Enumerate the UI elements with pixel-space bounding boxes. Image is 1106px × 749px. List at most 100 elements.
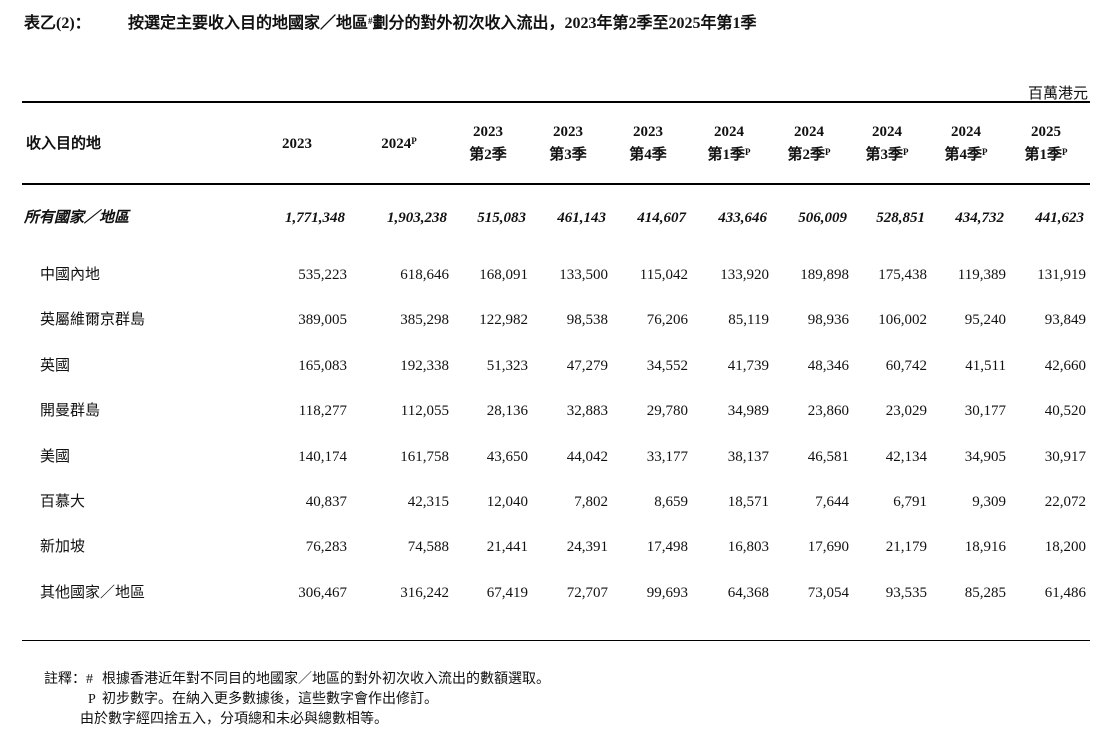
note-mark: P <box>88 692 96 707</box>
column-mark: P <box>745 147 751 157</box>
cell-value: 389,005 <box>298 312 347 329</box>
cell-value: 161,758 <box>400 448 449 465</box>
unit: 百萬港元 <box>1027 86 1088 102</box>
year-text: 2024 <box>381 136 412 152</box>
cell-value: 34,989 <box>727 403 769 420</box>
cell-value: 43,650 <box>486 448 528 465</box>
cell-value: 76,206 <box>646 312 688 329</box>
cell-value: 175,438 <box>878 267 927 283</box>
cell-value: 618,646 <box>400 267 449 283</box>
note-text: 由於數字經四捨五入，分項總和未必與總數相等。 <box>80 712 388 727</box>
column-year: 2023 <box>553 124 583 140</box>
quarter-text: 第4季 <box>944 147 982 163</box>
cell-value: 21,179 <box>885 539 927 556</box>
cell-value: 99,693 <box>646 584 688 601</box>
total-label: 所有國家／地區 <box>24 210 130 226</box>
cell-value: 118,277 <box>298 403 347 420</box>
cell-value: 30,917 <box>1044 448 1086 465</box>
cell-value: 40,837 <box>305 494 347 510</box>
cell-value: 133,920 <box>720 267 769 283</box>
rule <box>22 640 1090 641</box>
rule <box>22 183 1090 185</box>
cell-value: 47,279 <box>566 357 608 374</box>
column-year: 2023 <box>247 135 347 153</box>
cell-value: 385,298 <box>400 312 449 329</box>
cell-value: 23,029 <box>885 403 927 420</box>
cell-value: 115,042 <box>639 267 688 283</box>
title-text: 劃分的對外初次收入流出，2023年第2季至2025年第1季 <box>372 15 757 32</box>
cell-value: 32,883 <box>566 403 608 420</box>
cell-value: 23,860 <box>807 403 849 420</box>
cell-value: 106,002 <box>878 312 927 329</box>
cell-value: 133,500 <box>559 267 608 283</box>
rule <box>22 101 1090 103</box>
title-mark: # <box>368 16 373 26</box>
quarter-text: 第2季 <box>469 147 507 163</box>
title: 按選定主要收入目的地國家／地區#劃分的對外初次收入流出，2023年第2季至202… <box>128 15 757 33</box>
column-year: 2023 <box>633 124 663 140</box>
total-value: 461,143 <box>557 210 606 226</box>
cell-value: 44,042 <box>566 448 608 465</box>
cell-value: 168,091 <box>479 267 528 283</box>
cell-value: 33,177 <box>646 448 688 465</box>
column-quarter: 第1季P <box>1006 146 1086 164</box>
column-quarter: 第2季P <box>769 146 849 164</box>
column-quarter: 第4季 <box>608 146 688 164</box>
year-text: 2023 <box>282 136 312 152</box>
cell-value: 165,083 <box>298 357 347 374</box>
cell-value: 72,707 <box>566 584 608 601</box>
cell-value: 6,791 <box>893 494 927 510</box>
cell-value: 93,535 <box>885 584 927 601</box>
cell-value: 76,283 <box>305 539 347 556</box>
cell-value: 535,223 <box>298 267 347 283</box>
cell-value: 42,660 <box>1044 357 1086 374</box>
cell-value: 64,368 <box>727 584 769 601</box>
column-mark: P <box>411 136 417 146</box>
cell-value: 40,520 <box>1044 403 1086 420</box>
cell-value: 22,072 <box>1044 494 1086 510</box>
column-mark: P <box>1062 147 1068 157</box>
cell-value: 30,177 <box>964 403 1006 420</box>
column-year: 2024 <box>794 124 824 140</box>
cell-value: 122,982 <box>479 312 528 329</box>
total-value: 1,903,238 <box>387 210 447 226</box>
cell-value: 93,849 <box>1044 312 1086 329</box>
quarter-text: 第1季 <box>1024 147 1062 163</box>
cell-value: 8,659 <box>654 494 688 510</box>
cell-value: 17,690 <box>807 539 849 556</box>
cell-value: 85,285 <box>964 584 1006 601</box>
column-year: 2024 <box>872 124 902 140</box>
cell-value: 46,581 <box>807 448 849 465</box>
cell-value: 28,136 <box>486 403 528 420</box>
cell-value: 18,916 <box>964 539 1006 556</box>
row-header: 收入目的地 <box>26 136 102 152</box>
cell-value: 73,054 <box>807 584 849 601</box>
total-value: 434,732 <box>955 210 1004 226</box>
cell-value: 51,323 <box>486 357 528 374</box>
column-year: 2024P <box>349 135 449 153</box>
cell-value: 12,040 <box>486 494 528 510</box>
quarter-text: 第3季 <box>865 147 903 163</box>
cell-value: 112,055 <box>400 403 449 420</box>
cell-value: 189,898 <box>800 267 849 283</box>
cell-value: 48,346 <box>807 357 849 374</box>
row-label: 英國 <box>40 357 71 374</box>
total-value: 506,009 <box>798 210 847 226</box>
cell-value: 9,309 <box>972 494 1006 510</box>
column-year: 2023 <box>473 124 503 140</box>
quarter-text: 第2季 <box>787 147 825 163</box>
cell-value: 41,739 <box>727 357 769 374</box>
cell-value: 192,338 <box>400 357 449 374</box>
cell-value: 67,419 <box>486 584 528 601</box>
cell-value: 42,315 <box>407 494 449 510</box>
column-year: 2025 <box>1031 124 1061 140</box>
column-quarter: 第4季P <box>926 146 1006 164</box>
cell-value: 85,119 <box>728 312 769 329</box>
table-label: 表乙(2)： <box>24 15 91 32</box>
column-year: 2024 <box>951 124 981 140</box>
cell-value: 119,389 <box>957 267 1006 283</box>
cell-value: 17,498 <box>646 539 688 556</box>
cell-value: 16,803 <box>727 539 769 556</box>
row-label: 其他國家／地區 <box>40 584 146 601</box>
